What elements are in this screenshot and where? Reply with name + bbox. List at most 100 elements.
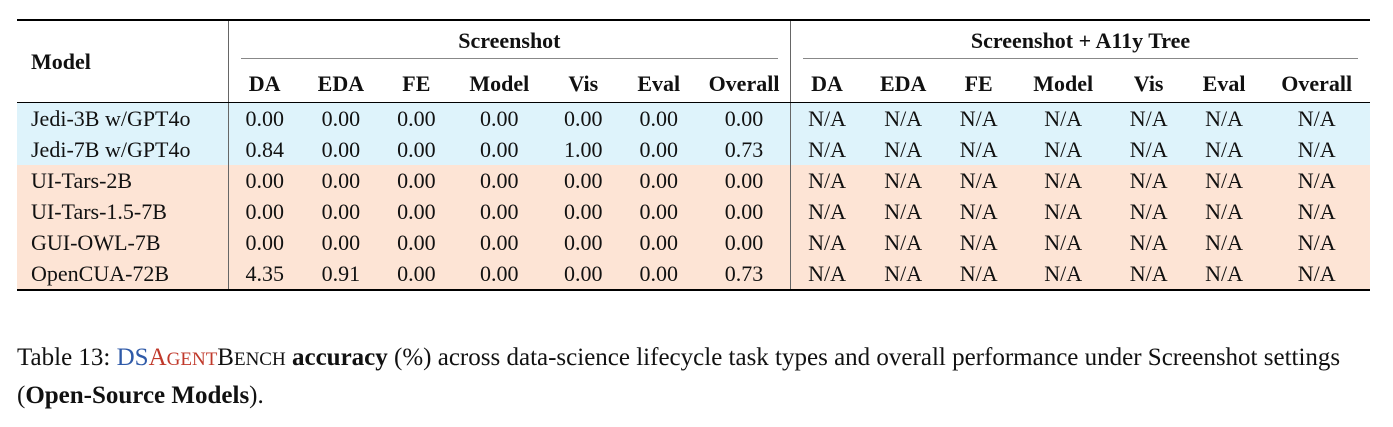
a11y-eda-cell: N/A — [862, 196, 944, 227]
a11y-eda-cell: N/A — [862, 227, 944, 258]
a11y-eval-cell: N/A — [1184, 134, 1264, 165]
sub-header-a11y-da: DA — [790, 65, 863, 103]
screenshot-da-cell: 4.35 — [227, 258, 301, 291]
a11y-overall-cell: N/A — [1263, 134, 1370, 165]
screenshot-fe-cell: 0.00 — [381, 227, 452, 258]
a11y-vis-cell: N/A — [1112, 134, 1185, 165]
table-body: Jedi-3B w/GPT4o 0.00 0.00 0.00 0.00 0.00 0.00 0… — [17, 102, 1370, 291]
a11y-eval-cell: N/A — [1184, 165, 1264, 196]
a11y-eval-cell: N/A — [1184, 258, 1264, 291]
screenshot-eval-cell: 0.00 — [619, 165, 698, 196]
sub-header-a11y-model: Model — [1013, 65, 1113, 103]
table-row: Jedi-3B w/GPT4o 0.00 0.00 0.00 0.00 0.00 0.00 0… — [17, 102, 1370, 134]
a11y-model-cell: N/A — [1013, 134, 1113, 165]
group-header-row: Model Screenshot Screenshot + A11y Tree — [17, 19, 1370, 103]
screenshot-overall-cell: 0.00 — [697, 165, 791, 196]
a11y-eda-cell: N/A — [862, 134, 944, 165]
screenshot-eval-cell: 0.00 — [619, 134, 698, 165]
model-name-cell: OpenCUA-72B — [17, 258, 229, 291]
screenshot-fe-cell: 0.00 — [381, 134, 452, 165]
model-name-cell: Jedi-7B w/GPT4o — [17, 134, 229, 165]
model-name-cell: GUI-OWL-7B — [17, 227, 229, 258]
screenshot-fe-cell: 0.00 — [381, 165, 452, 196]
a11y-model-cell: N/A — [1013, 102, 1113, 134]
results-table-container: Model Screenshot Screenshot + A11y Tree … — [17, 19, 1370, 291]
a11y-model-cell: N/A — [1013, 165, 1113, 196]
sub-header-screenshot-vis: Vis — [547, 65, 620, 103]
a11y-da-cell: N/A — [790, 227, 863, 258]
sub-header-a11y-eda: EDA — [862, 65, 944, 103]
a11y-model-cell: N/A — [1013, 227, 1113, 258]
a11y-eval-cell: N/A — [1184, 196, 1264, 227]
results-table: Model Screenshot Screenshot + A11y Tree … — [17, 19, 1370, 291]
screenshot-vis-cell: 0.00 — [547, 258, 620, 291]
screenshot-vis-cell: 0.00 — [547, 227, 620, 258]
sub-header-a11y-eval: Eval — [1184, 65, 1264, 103]
caption-text-2: ). — [249, 382, 264, 409]
a11y-fe-cell: N/A — [943, 196, 1014, 227]
model-name-cell: Jedi-3B w/GPT4o — [17, 102, 229, 134]
a11y-model-cell: N/A — [1013, 196, 1113, 227]
screenshot-eval-cell: 0.00 — [619, 227, 698, 258]
a11y-fe-cell: N/A — [943, 102, 1014, 134]
a11y-eda-cell: N/A — [862, 165, 944, 196]
screenshot-fe-cell: 0.00 — [381, 196, 452, 227]
screenshot-overall-cell: 0.73 — [697, 258, 791, 291]
screenshot-eval-cell: 0.00 — [619, 196, 698, 227]
screenshot-eda-cell: 0.00 — [300, 227, 382, 258]
a11y-overall-cell: N/A — [1263, 227, 1370, 258]
a11y-overall-cell: N/A — [1263, 102, 1370, 134]
screenshot-eda-cell: 0.91 — [300, 258, 382, 291]
model-column-header: Model — [17, 19, 229, 103]
sub-header-a11y-vis: Vis — [1112, 65, 1185, 103]
sub-header-screenshot-da: DA — [227, 65, 301, 103]
screenshot-da-cell: 0.00 — [227, 165, 301, 196]
screenshot-da-cell: 0.00 — [227, 102, 301, 134]
sub-header-screenshot-model: Model — [451, 65, 548, 103]
caption-name-agent-a: A — [148, 344, 167, 371]
sub-header-a11y-fe: FE — [943, 65, 1014, 103]
a11y-fe-cell: N/A — [943, 258, 1014, 291]
group-header-screenshot-label: Screenshot — [240, 28, 779, 59]
a11y-da-cell: N/A — [790, 196, 863, 227]
a11y-vis-cell: N/A — [1112, 196, 1185, 227]
screenshot-overall-cell: 0.00 — [697, 196, 791, 227]
sub-header-screenshot-eval: Eval — [619, 65, 698, 103]
a11y-da-cell: N/A — [790, 102, 863, 134]
a11y-vis-cell: N/A — [1112, 258, 1185, 291]
screenshot-fe-cell: 0.00 — [381, 258, 452, 291]
a11y-da-cell: N/A — [790, 165, 863, 196]
caption-label: Table 13: — [17, 344, 117, 371]
a11y-fe-cell: N/A — [943, 165, 1014, 196]
group-header-a11y-label: Screenshot + A11y Tree — [803, 28, 1358, 59]
sub-header-screenshot-overall: Overall — [697, 65, 791, 103]
a11y-vis-cell: N/A — [1112, 227, 1185, 258]
screenshot-eval-cell: 0.00 — [619, 102, 698, 134]
caption-name-bench-b: B — [217, 344, 234, 371]
screenshot-overall-cell: 0.00 — [697, 227, 791, 258]
a11y-overall-cell: N/A — [1263, 165, 1370, 196]
a11y-model-cell: N/A — [1013, 258, 1113, 291]
table-row: UI-Tars-1.5-7B 0.00 0.00 0.00 0.00 0.00 0.00 0.… — [17, 196, 1370, 227]
screenshot-da-cell: 0.00 — [227, 227, 301, 258]
table-caption: Table 13: DSAGENTBENCH accuracy (%) acro… — [17, 340, 1382, 414]
screenshot-fe-cell: 0.00 — [381, 102, 452, 134]
table-row: UI-Tars-2B 0.00 0.00 0.00 0.00 0.00 0.00 0.00 N/… — [17, 165, 1370, 196]
screenshot-da-cell: 0.00 — [227, 196, 301, 227]
a11y-da-cell: N/A — [790, 258, 863, 291]
table-row: OpenCUA-72B 4.35 0.91 0.00 0.00 0.00 0.00 0.73 N… — [17, 258, 1370, 291]
a11y-overall-cell: N/A — [1263, 196, 1370, 227]
screenshot-da-cell: 0.84 — [227, 134, 301, 165]
caption-name-agent-rest: GENT — [166, 349, 218, 370]
screenshot-model-cell: 0.00 — [451, 227, 548, 258]
screenshot-eda-cell: 0.00 — [300, 165, 382, 196]
a11y-eval-cell: N/A — [1184, 102, 1264, 134]
screenshot-eval-cell: 0.00 — [619, 258, 698, 291]
caption-name-bench-rest: ENCH — [233, 349, 286, 370]
sub-header-screenshot-eda: EDA — [300, 65, 382, 103]
screenshot-model-cell: 0.00 — [451, 102, 548, 134]
screenshot-model-cell: 0.00 — [451, 258, 548, 291]
screenshot-vis-cell: 1.00 — [547, 134, 620, 165]
screenshot-overall-cell: 0.00 — [697, 102, 791, 134]
group-header-screenshot: Screenshot — [227, 19, 791, 65]
